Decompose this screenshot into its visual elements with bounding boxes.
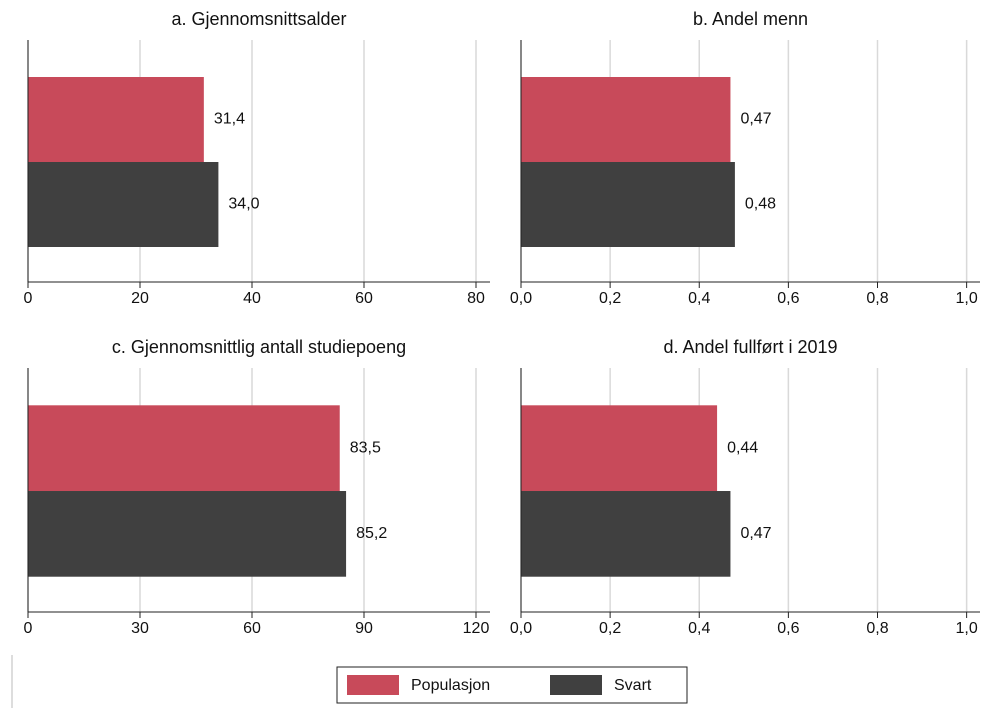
legend-swatch: [347, 675, 399, 695]
value-label: 0,44: [727, 439, 758, 456]
x-tick-label: 30: [131, 620, 149, 637]
x-tick-label: 0,2: [599, 290, 621, 307]
x-tick-label: 0,8: [866, 290, 888, 307]
x-tick-label: 0,4: [688, 290, 710, 307]
x-tick-label: 0: [24, 290, 33, 307]
x-tick-label: 60: [355, 290, 373, 307]
value-label: 85,2: [356, 525, 387, 542]
chart-title: c. Gjennomsnittlig antall studiepoeng: [112, 337, 406, 357]
x-tick-label: 80: [467, 290, 485, 307]
legend-label: Populasjon: [411, 677, 490, 694]
x-tick-label: 0,2: [599, 620, 621, 637]
x-tick-label: 40: [243, 290, 261, 307]
legend-swatch: [550, 675, 602, 695]
bar: [28, 77, 204, 162]
x-tick-label: 0,6: [777, 620, 799, 637]
x-tick-label: 20: [131, 290, 149, 307]
chart-title: a. Gjennomsnittsalder: [171, 9, 346, 29]
x-tick-label: 120: [463, 620, 490, 637]
x-tick-label: 0,6: [777, 290, 799, 307]
x-tick-label: 90: [355, 620, 373, 637]
bar: [28, 491, 347, 577]
value-label: 0,47: [740, 525, 771, 542]
x-tick-label: 0,4: [688, 620, 710, 637]
x-tick-label: 0: [24, 620, 33, 637]
legend-box: [336, 666, 688, 704]
value-label: 83,5: [350, 439, 381, 456]
value-label: 0,48: [745, 196, 776, 213]
chart-title: d. Andel fullført i 2019: [663, 337, 837, 357]
bar: [521, 491, 731, 577]
x-tick-label: 0,0: [510, 620, 532, 637]
x-tick-label: 0,0: [510, 290, 532, 307]
x-tick-label: 1,0: [956, 620, 978, 637]
chart-title: b. Andel menn: [693, 9, 808, 29]
bar: [521, 162, 735, 247]
bar: [521, 405, 718, 492]
bar: [28, 162, 219, 247]
x-tick-label: 60: [243, 620, 261, 637]
bar: [28, 405, 340, 492]
value-label: 34,0: [228, 196, 259, 213]
value-label: 0,47: [740, 111, 771, 128]
x-tick-label: 0,8: [866, 620, 888, 637]
value-label: 31,4: [214, 111, 245, 128]
bar: [521, 77, 731, 162]
legend-label: Svart: [614, 677, 652, 694]
x-tick-label: 1,0: [956, 290, 978, 307]
